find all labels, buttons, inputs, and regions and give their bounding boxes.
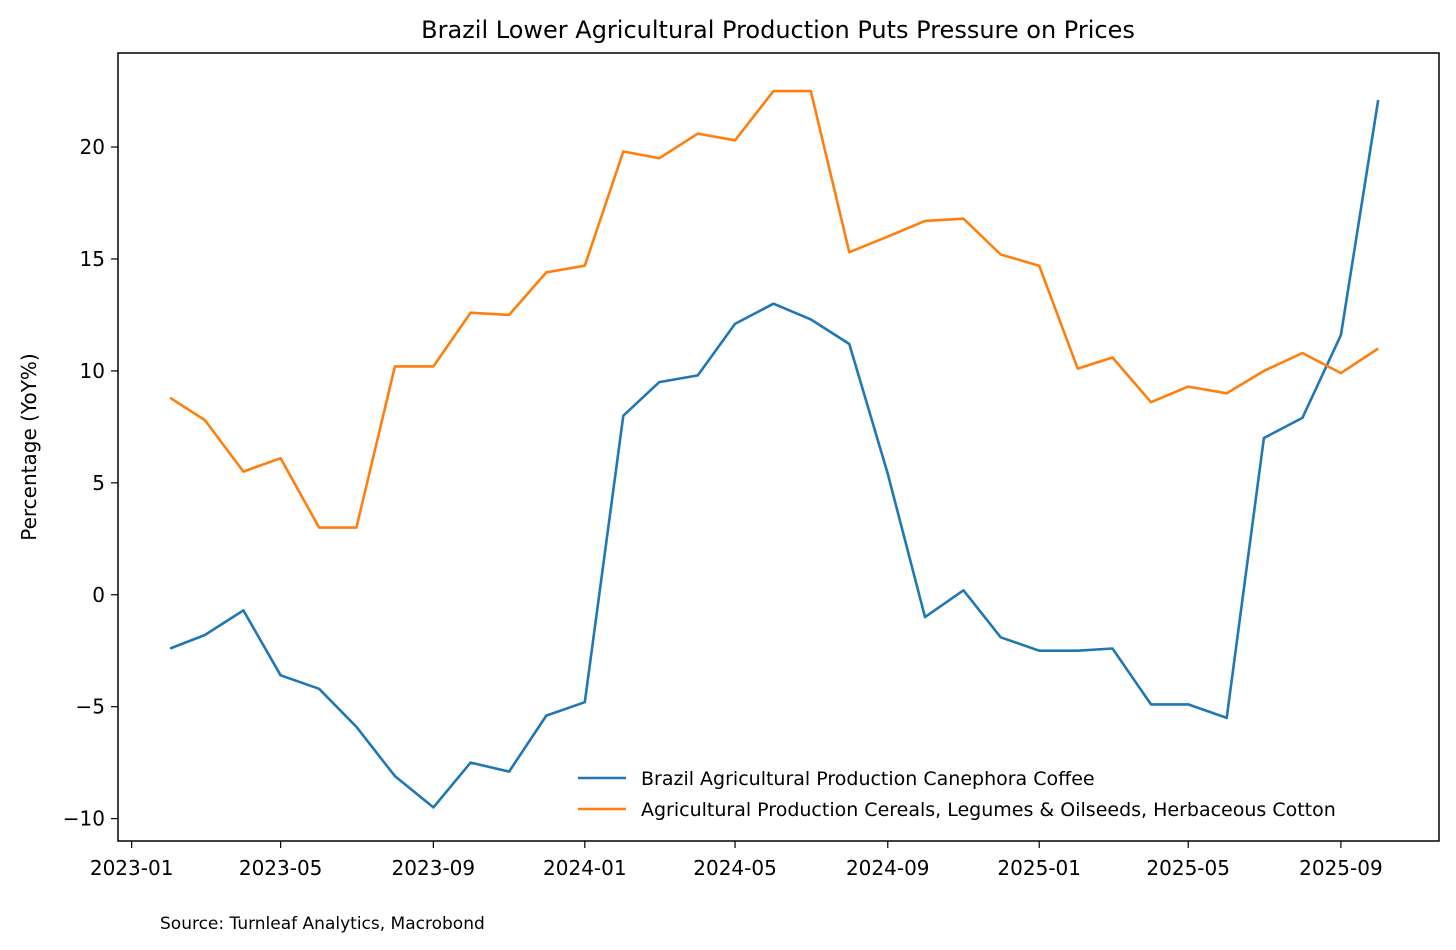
y-tick-label: 5 [92, 471, 105, 495]
plot-frame [117, 52, 1440, 842]
y-tick-label: 10 [80, 359, 105, 383]
y-tick-label: −5 [76, 695, 105, 719]
y-tick-label: 0 [92, 583, 105, 607]
legend-label-2: Agricultural Production Cereals, Legumes… [641, 799, 1336, 821]
x-tick-label: 2025-09 [1299, 856, 1383, 880]
source-note: Source: Turnleaf Analytics, Macrobond [160, 914, 485, 934]
series-lines [169, 89, 1380, 809]
x-tick-label: 2024-09 [846, 856, 930, 880]
series-line-2 [169, 89, 1379, 529]
x-axis: 2023-01 2023-05 2023-09 2024-01 2024-05 2024-… [90, 841, 1383, 880]
legend: Brazil Agricultural Production Canephora… [578, 768, 1336, 821]
chart-title: Brazil Lower Agricultural Production Put… [421, 16, 1135, 44]
series-line-1 [169, 99, 1380, 809]
x-tick-label: 2025-05 [1146, 856, 1230, 880]
y-tick-label: 20 [80, 135, 105, 159]
legend-label-1: Brazil Agricultural Production Canephora… [641, 768, 1095, 790]
y-axis: −10 −5 0 5 10 15 20 [63, 135, 118, 831]
x-tick-label: 2023-09 [392, 856, 476, 880]
x-tick-label: 2023-05 [239, 856, 323, 880]
y-tick-label: −10 [63, 807, 105, 831]
y-axis-label: Percentage (YoY%) [17, 353, 41, 541]
x-tick-label: 2025-01 [997, 856, 1081, 880]
x-tick-label: 2024-05 [693, 856, 777, 880]
x-tick-label: 2023-01 [90, 856, 174, 880]
y-tick-label: 15 [80, 247, 105, 271]
x-tick-label: 2024-01 [543, 856, 627, 880]
